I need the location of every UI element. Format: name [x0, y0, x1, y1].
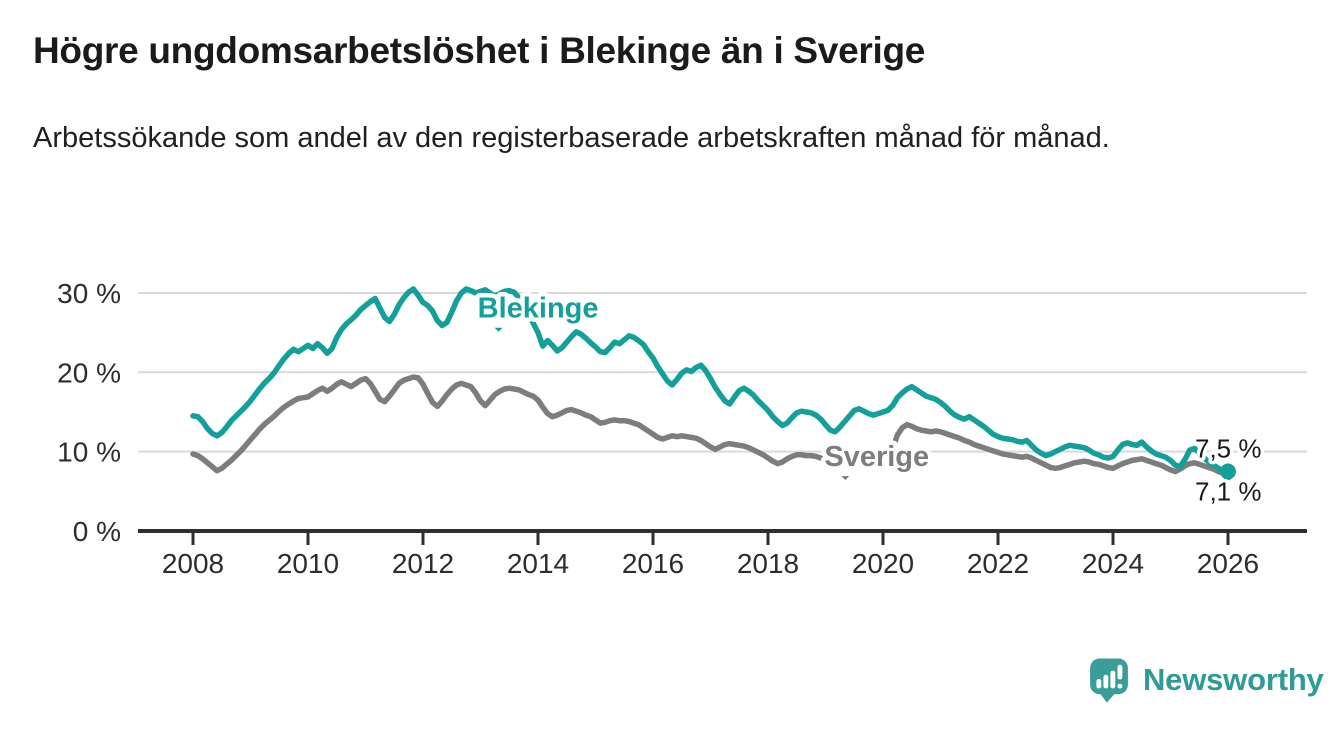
x-tick-label: 2020 — [852, 548, 914, 579]
series-end-dot-blekinge — [1220, 463, 1236, 480]
y-tick-label: 10 % — [57, 437, 121, 468]
x-tick-label: 2014 — [507, 548, 569, 579]
series-label-pointer-sverige — [835, 473, 856, 484]
newsworthy-logo: Newsworthy — [1088, 656, 1324, 703]
newsworthy-brand-text: Newsworthy — [1143, 661, 1324, 697]
series-label-pointer-blekinge — [488, 325, 509, 336]
y-tick-label: 0 % — [73, 516, 121, 547]
end-value-label-blekinge: 7,5 % — [1195, 433, 1262, 463]
series-label-sverige: Sverige — [824, 441, 929, 473]
x-tick-label: 2026 — [1197, 548, 1259, 579]
x-tick-label: 2016 — [622, 548, 684, 579]
end-value-label-sverige: 7,1 % — [1195, 477, 1262, 507]
x-tick-label: 2022 — [967, 548, 1029, 579]
x-tick-label: 2008 — [162, 548, 224, 579]
series-end-dot-sverige — [1222, 469, 1234, 481]
x-tick-label: 2010 — [277, 548, 339, 579]
x-tick-label: 2012 — [392, 548, 454, 579]
x-tick-label: 2018 — [737, 548, 799, 579]
logo-bar-chart-glyph — [1096, 664, 1123, 689]
y-tick-label: 30 % — [57, 278, 121, 309]
newsworthy-logo-icon — [1090, 658, 1128, 703]
chart-title: Högre ungdomsarbetslöshet i Blekinge än … — [33, 30, 926, 71]
series-line-blekinge — [190, 286, 1231, 475]
chart-subtitle: Arbetssökande som andel av den registerb… — [33, 122, 1110, 154]
series-line-sverige — [190, 374, 1231, 478]
x-tick-label: 2024 — [1082, 548, 1144, 579]
y-tick-label: 20 % — [57, 357, 121, 388]
series-label-blekinge: Blekinge — [478, 293, 599, 325]
